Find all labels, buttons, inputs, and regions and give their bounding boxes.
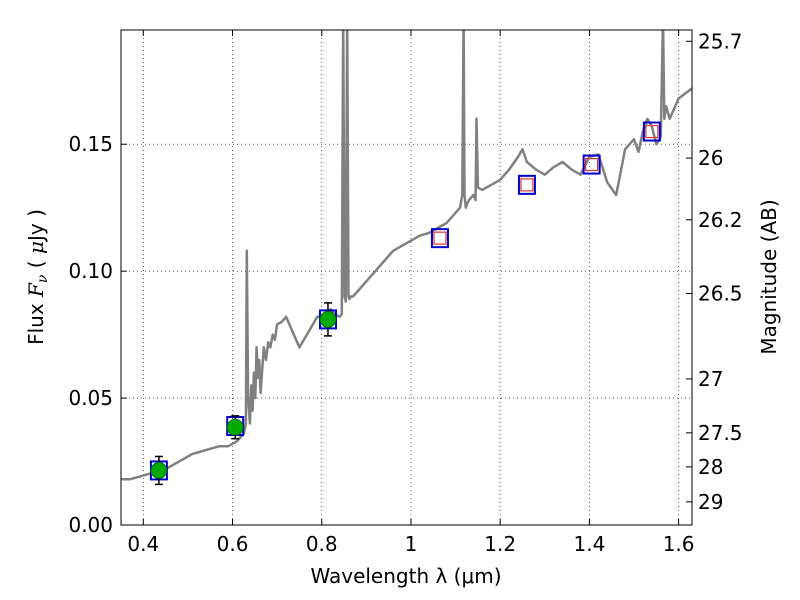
y-tick-label: 0.10 [68, 259, 113, 283]
mag-tick-label: 28 [698, 455, 723, 479]
mag-tick-label: 27 [698, 367, 723, 391]
markers [149, 121, 661, 486]
mag-tick-label: 26.2 [698, 208, 743, 232]
plot-area [121, 30, 692, 481]
x-axis-title: Wavelength λ (μm) [310, 564, 501, 588]
mag-tick-label: 26 [698, 146, 723, 170]
model-square [430, 228, 449, 249]
mag-tick-label: 27.5 [698, 421, 743, 445]
x-tick-label: 0.4 [127, 532, 159, 556]
photometry-point [226, 418, 244, 436]
x-tick-label: 1 [405, 532, 418, 556]
model-square [517, 174, 536, 195]
spectrum-line [121, 30, 692, 481]
photometry-point [319, 310, 337, 328]
model-square [642, 121, 661, 142]
x-tick-label: 1.4 [573, 532, 605, 556]
plot-frame [120, 29, 693, 526]
ticks: 0.4 0.6 0.8 1 1.2 1.4 1.6 0.00 0.05 0.10 0.15 25.7 2… [68, 29, 742, 556]
model-square [582, 154, 601, 175]
mag-tick-label: 26.5 [698, 281, 743, 305]
y-tick-label: 0.15 [68, 132, 113, 156]
upper-limit-square [645, 124, 659, 139]
mag-tick-label: 29 [698, 490, 723, 514]
x-tick-label: 0.6 [217, 532, 249, 556]
y-axis-right-title: Magnitude (AB) [757, 199, 781, 354]
upper-limit-square [520, 178, 534, 192]
y-tick-label: 0.00 [68, 513, 113, 537]
mag-tick-label: 25.7 [698, 29, 743, 53]
y-tick-label: 0.05 [68, 386, 113, 410]
y-axis-title: Flux Fν ( μJy ) [24, 209, 51, 345]
upper-limit-square [585, 157, 599, 172]
x-tick-label: 0.8 [306, 532, 338, 556]
x-tick-label: 1.6 [663, 532, 695, 556]
plot-background [121, 30, 692, 525]
x-tick-label: 1.2 [484, 532, 516, 556]
photometry-point [150, 462, 168, 479]
upper-limit-square [433, 231, 447, 245]
